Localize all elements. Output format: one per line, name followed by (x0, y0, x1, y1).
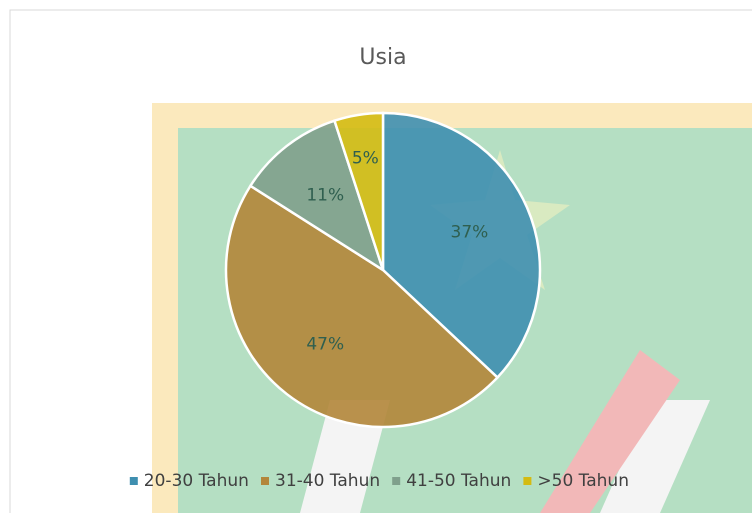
legend-swatch (261, 477, 269, 485)
legend-label: 41-50 Tahun (406, 471, 511, 491)
pie: 37% 47% 11% 5% (226, 113, 540, 427)
data-label: 5% (352, 148, 379, 168)
legend-swatch (523, 477, 531, 485)
legend-label: 20-30 Tahun (144, 471, 249, 491)
chart: Usia 37% 47% 11% 5% 20-30 Tahun 31-40 Tahun 4… (0, 0, 752, 513)
data-label: 37% (451, 223, 489, 243)
legend-swatch (130, 477, 138, 485)
legend-swatch (392, 477, 400, 485)
data-label: 11% (306, 186, 344, 206)
page: {"chart_data": {"type": "pie", "title": … (0, 0, 752, 513)
data-label: 47% (306, 334, 344, 354)
chart-title: Usia (359, 45, 406, 70)
legend-label: >50 Tahun (537, 471, 629, 491)
legend: 20-30 Tahun 31-40 Tahun 41-50 Tahun >50 Tah… (130, 471, 629, 491)
legend-label: 31-40 Tahun (275, 471, 380, 491)
